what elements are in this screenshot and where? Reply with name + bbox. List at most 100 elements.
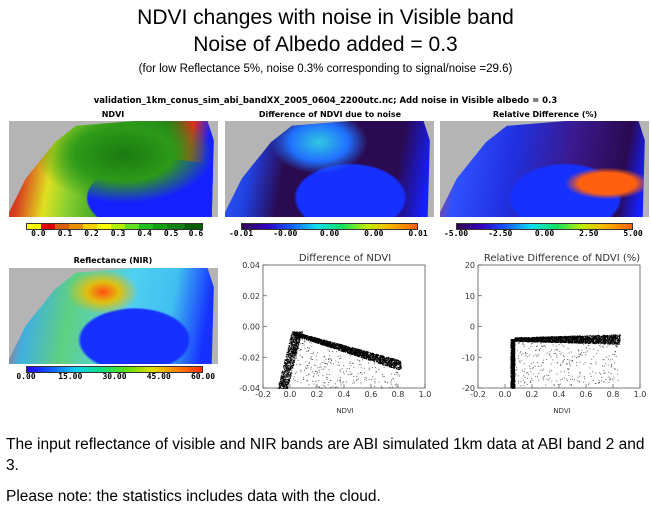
data-point [325,344,327,346]
data-point [350,352,352,354]
data-point [295,345,297,347]
data-point [324,343,326,345]
data-point [285,377,287,379]
data-point [510,371,512,373]
data-point [283,387,285,389]
data-point [510,340,512,342]
data-point [356,375,358,377]
data-point [371,378,373,380]
data-point [350,373,352,375]
data-point [294,332,296,334]
data-point [374,358,376,360]
data-point [510,347,512,349]
data-point [387,365,389,367]
data-point [372,354,374,356]
data-point [382,375,384,377]
data-point [331,345,333,347]
data-point [512,376,514,378]
data-point [334,383,336,385]
data-point [514,358,516,360]
data-point [510,384,512,386]
data-point [286,360,288,362]
data-point [288,370,290,372]
data-point [290,374,292,376]
data-point [324,362,326,364]
data-point [285,371,287,373]
data-point [322,341,324,343]
y-tick-label: 0.04 [242,261,260,270]
data-point [307,337,309,339]
data-point [313,339,315,341]
data-point [299,336,301,338]
data-point [289,347,291,349]
data-point [296,345,298,347]
data-point [319,340,321,342]
data-point [290,367,292,369]
data-point [326,376,328,378]
data-point [393,365,395,367]
data-point [513,348,515,350]
data-point [297,341,299,343]
data-point [357,373,359,375]
data-point [281,385,283,387]
data-point [379,356,381,358]
data-point [375,360,377,362]
data-point [351,350,353,352]
data-point [282,380,284,382]
data-point [279,386,281,388]
data-point [291,346,293,348]
data-point [294,357,296,359]
data-point [510,387,512,389]
data-point [355,354,357,356]
colorbar-label: 0.0 [31,229,46,238]
data-point [307,367,309,369]
data-point [357,354,359,356]
data-point [293,331,295,333]
data-point [296,338,298,340]
data-point [288,366,290,368]
data-point [387,361,389,363]
data-point [301,356,303,358]
data-point [284,377,286,379]
data-point [396,385,398,387]
data-point [343,351,345,353]
data-point [380,359,382,361]
data-point [306,336,308,338]
data-point [512,377,514,379]
data-point [371,359,373,361]
colorbar-label: 0.00 [319,229,340,238]
data-point [287,365,289,367]
data-point [294,337,296,339]
data-point [382,360,384,362]
data-point [284,362,286,364]
data-point [345,349,347,351]
data-point [299,364,301,366]
data-point [369,355,371,357]
data-point [338,345,340,347]
data-point [378,359,380,361]
data-point [290,364,292,366]
data-point [340,357,342,359]
data-point [357,355,359,357]
data-point [371,354,373,356]
data-point [338,344,340,346]
data-point [298,332,300,334]
data-point [382,364,384,366]
data-point [333,343,335,345]
data-point [319,340,321,342]
data-point [394,364,396,366]
data-point [312,351,314,353]
data-point [363,355,365,357]
data-point [375,357,377,359]
data-point [349,353,351,355]
data-point [510,352,512,354]
data-point [331,344,333,346]
data-point [306,337,308,339]
data-point [327,346,329,348]
data-point [514,381,516,383]
data-point [329,362,331,364]
data-point [332,345,334,347]
data-point [295,335,297,337]
data-point [379,361,381,363]
chart-title: Difference of NDVI [299,253,391,264]
